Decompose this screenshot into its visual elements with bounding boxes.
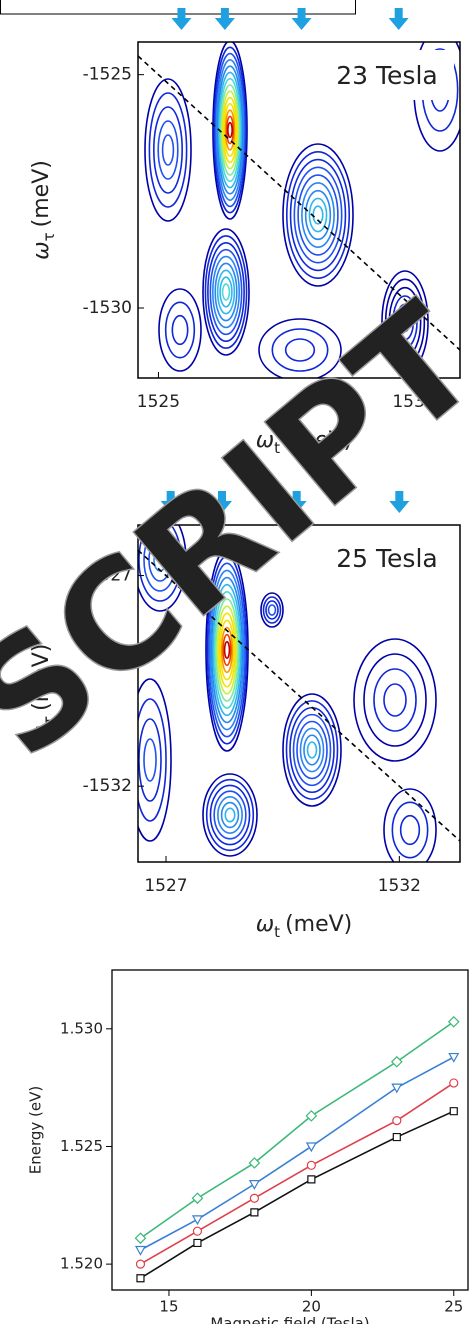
x-axis-label: ωt (meV) (256, 912, 353, 941)
contour-line (308, 742, 317, 758)
y-axis-label: ωτ (meV) (29, 160, 58, 260)
x-tick-label: 1525 (137, 392, 180, 412)
data-point (136, 1260, 144, 1268)
contour-line (214, 791, 246, 839)
contour-line (374, 669, 416, 731)
data-point (392, 1084, 401, 1092)
data-point (250, 1194, 258, 1202)
contour-line (392, 802, 427, 857)
data-point (136, 1247, 145, 1255)
series-line (140, 1083, 453, 1264)
contour-line (304, 735, 320, 765)
axis-symbol: ω (256, 912, 274, 937)
contour-line (294, 715, 331, 786)
series-line (140, 1057, 453, 1250)
data-point (135, 1233, 145, 1243)
plot-frame (112, 970, 468, 1290)
data-point (449, 1017, 459, 1027)
contour-line (384, 684, 406, 716)
figure: 15251530-1525-153023 Teslaωt(meV)ωτ(meV)… (0, 0, 471, 1324)
data-point (307, 1161, 315, 1169)
marker-arrow (389, 8, 409, 30)
marker-arrow (292, 8, 312, 30)
data-point (307, 1143, 316, 1151)
x-tick-label: 20 (302, 1298, 321, 1316)
data-point (192, 1193, 202, 1203)
marker-arrow (171, 8, 191, 30)
x-tick-label: 15 (159, 1298, 178, 1316)
y-tick-label: -1525 (83, 65, 132, 85)
contour-line (302, 183, 334, 247)
contour-line (205, 236, 246, 348)
data-point (308, 1176, 315, 1183)
contour-line (354, 639, 436, 761)
marker-arrow (215, 8, 235, 30)
contour-line (283, 694, 341, 806)
axis-subscript: τ (40, 232, 58, 241)
contour-line (298, 175, 338, 255)
series-line (140, 1022, 453, 1238)
y-tick-label: -1530 (83, 298, 132, 318)
y-tick-label: 1.530 (60, 1019, 103, 1037)
annotation: 23 Tesla (336, 61, 437, 90)
contour-line (228, 123, 232, 138)
contour-line (144, 739, 156, 781)
axis-symbol: ω (29, 241, 54, 259)
data-point (393, 1117, 401, 1125)
axis-subscript: t (274, 923, 280, 941)
contour-line (283, 144, 353, 286)
data-point (194, 1239, 201, 1246)
contour-line (145, 79, 191, 221)
x-tick-label: 25 (444, 1298, 463, 1316)
contour-line (149, 93, 186, 207)
contour-line (210, 785, 249, 844)
data-point (193, 1227, 201, 1235)
data-point (250, 1181, 259, 1189)
contour-line (223, 284, 230, 300)
y-tick-label: 1.520 (60, 1255, 103, 1273)
data-point (450, 1079, 458, 1087)
y-tick-label: 1.525 (60, 1137, 103, 1155)
contour-line (139, 719, 161, 801)
x-tick-label: 1532 (378, 876, 421, 896)
data-point (251, 1209, 258, 1216)
annotation: 25 Tesla (336, 544, 437, 573)
x-axis-label: Magnetic field (Tesla) (210, 1315, 369, 1324)
contour-line (222, 803, 239, 828)
contour-line (163, 135, 174, 165)
axis-unit: (meV) (285, 912, 352, 937)
data-point (450, 1108, 457, 1115)
y-axis-label: Energy (eV) (27, 1086, 45, 1174)
contour-line (225, 808, 234, 821)
data-point (449, 1054, 458, 1062)
contour-line (213, 257, 239, 328)
contour-line (158, 121, 178, 179)
data-point (393, 1134, 400, 1141)
contour-line (297, 722, 327, 779)
data-point (392, 1057, 402, 1067)
series-line (140, 1111, 453, 1278)
contour-line (287, 152, 349, 278)
x-tick-label: 1527 (144, 876, 187, 896)
contour-line (166, 302, 195, 357)
contour-line (401, 816, 420, 845)
data-point (137, 1275, 144, 1282)
contour-line (172, 316, 187, 345)
data-point (193, 1216, 202, 1224)
axis-unit: (meV) (29, 160, 54, 227)
y-tick-label: -1532 (83, 776, 132, 796)
